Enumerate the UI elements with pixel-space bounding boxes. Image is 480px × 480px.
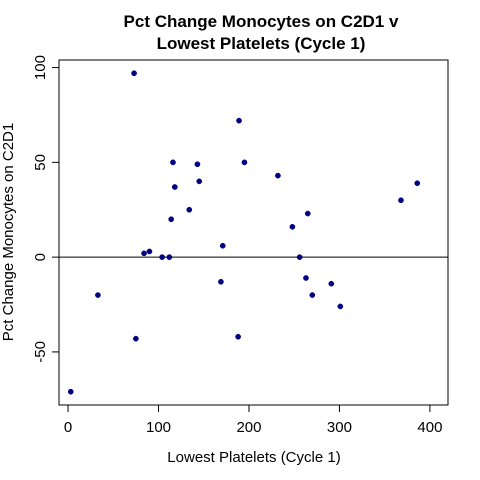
data-point [304,210,311,217]
data-point [219,242,226,249]
data-point [398,197,404,204]
data-point [218,278,224,285]
data-point [95,292,101,298]
data-point [67,388,74,395]
x-axis-ticks: 0 100 200 300 400 [64,405,442,436]
data-point [168,216,175,223]
x-axis-label: Lowest Platelets (Cycle 1) [167,449,340,466]
data-point [414,180,421,187]
data-point [171,184,178,190]
x-tick-label: 400 [417,419,442,436]
y-tick-label: 50 [32,154,49,171]
data-point [170,159,176,166]
y-tick-label: 0 [32,253,49,261]
data-points [67,70,421,395]
data-point [141,250,147,257]
data-point [166,254,173,260]
data-point [146,248,153,255]
x-tick-label: 100 [146,419,171,436]
data-point [236,117,242,124]
chart-title-line-2: Lowest Platelets (Cycle 1) [157,34,366,53]
y-axis-ticks: -50 0 50 100 [32,55,59,363]
y-axis-label: Pct Change Monocytes on C2D1 [0,123,17,341]
x-tick-label: 0 [64,419,72,436]
data-point [309,292,316,298]
x-tick-label: 300 [327,419,352,436]
y-tick-label: -50 [32,341,49,363]
plot-frame [58,59,449,406]
data-point [337,303,344,310]
data-point [303,275,309,281]
data-point [131,70,137,77]
data-point [235,333,241,340]
data-point [296,254,303,260]
chart-title-line-1: Pct Change Monocytes on C2D1 v [124,12,399,31]
data-point [241,159,248,166]
y-tick-label: 100 [32,55,49,80]
data-point [133,335,139,342]
data-point [159,254,165,260]
data-point [328,280,335,287]
data-point [289,223,296,230]
data-point [275,172,281,179]
data-point [186,206,193,213]
data-point [194,161,201,168]
data-point [196,178,203,185]
x-tick-label: 200 [236,419,261,436]
